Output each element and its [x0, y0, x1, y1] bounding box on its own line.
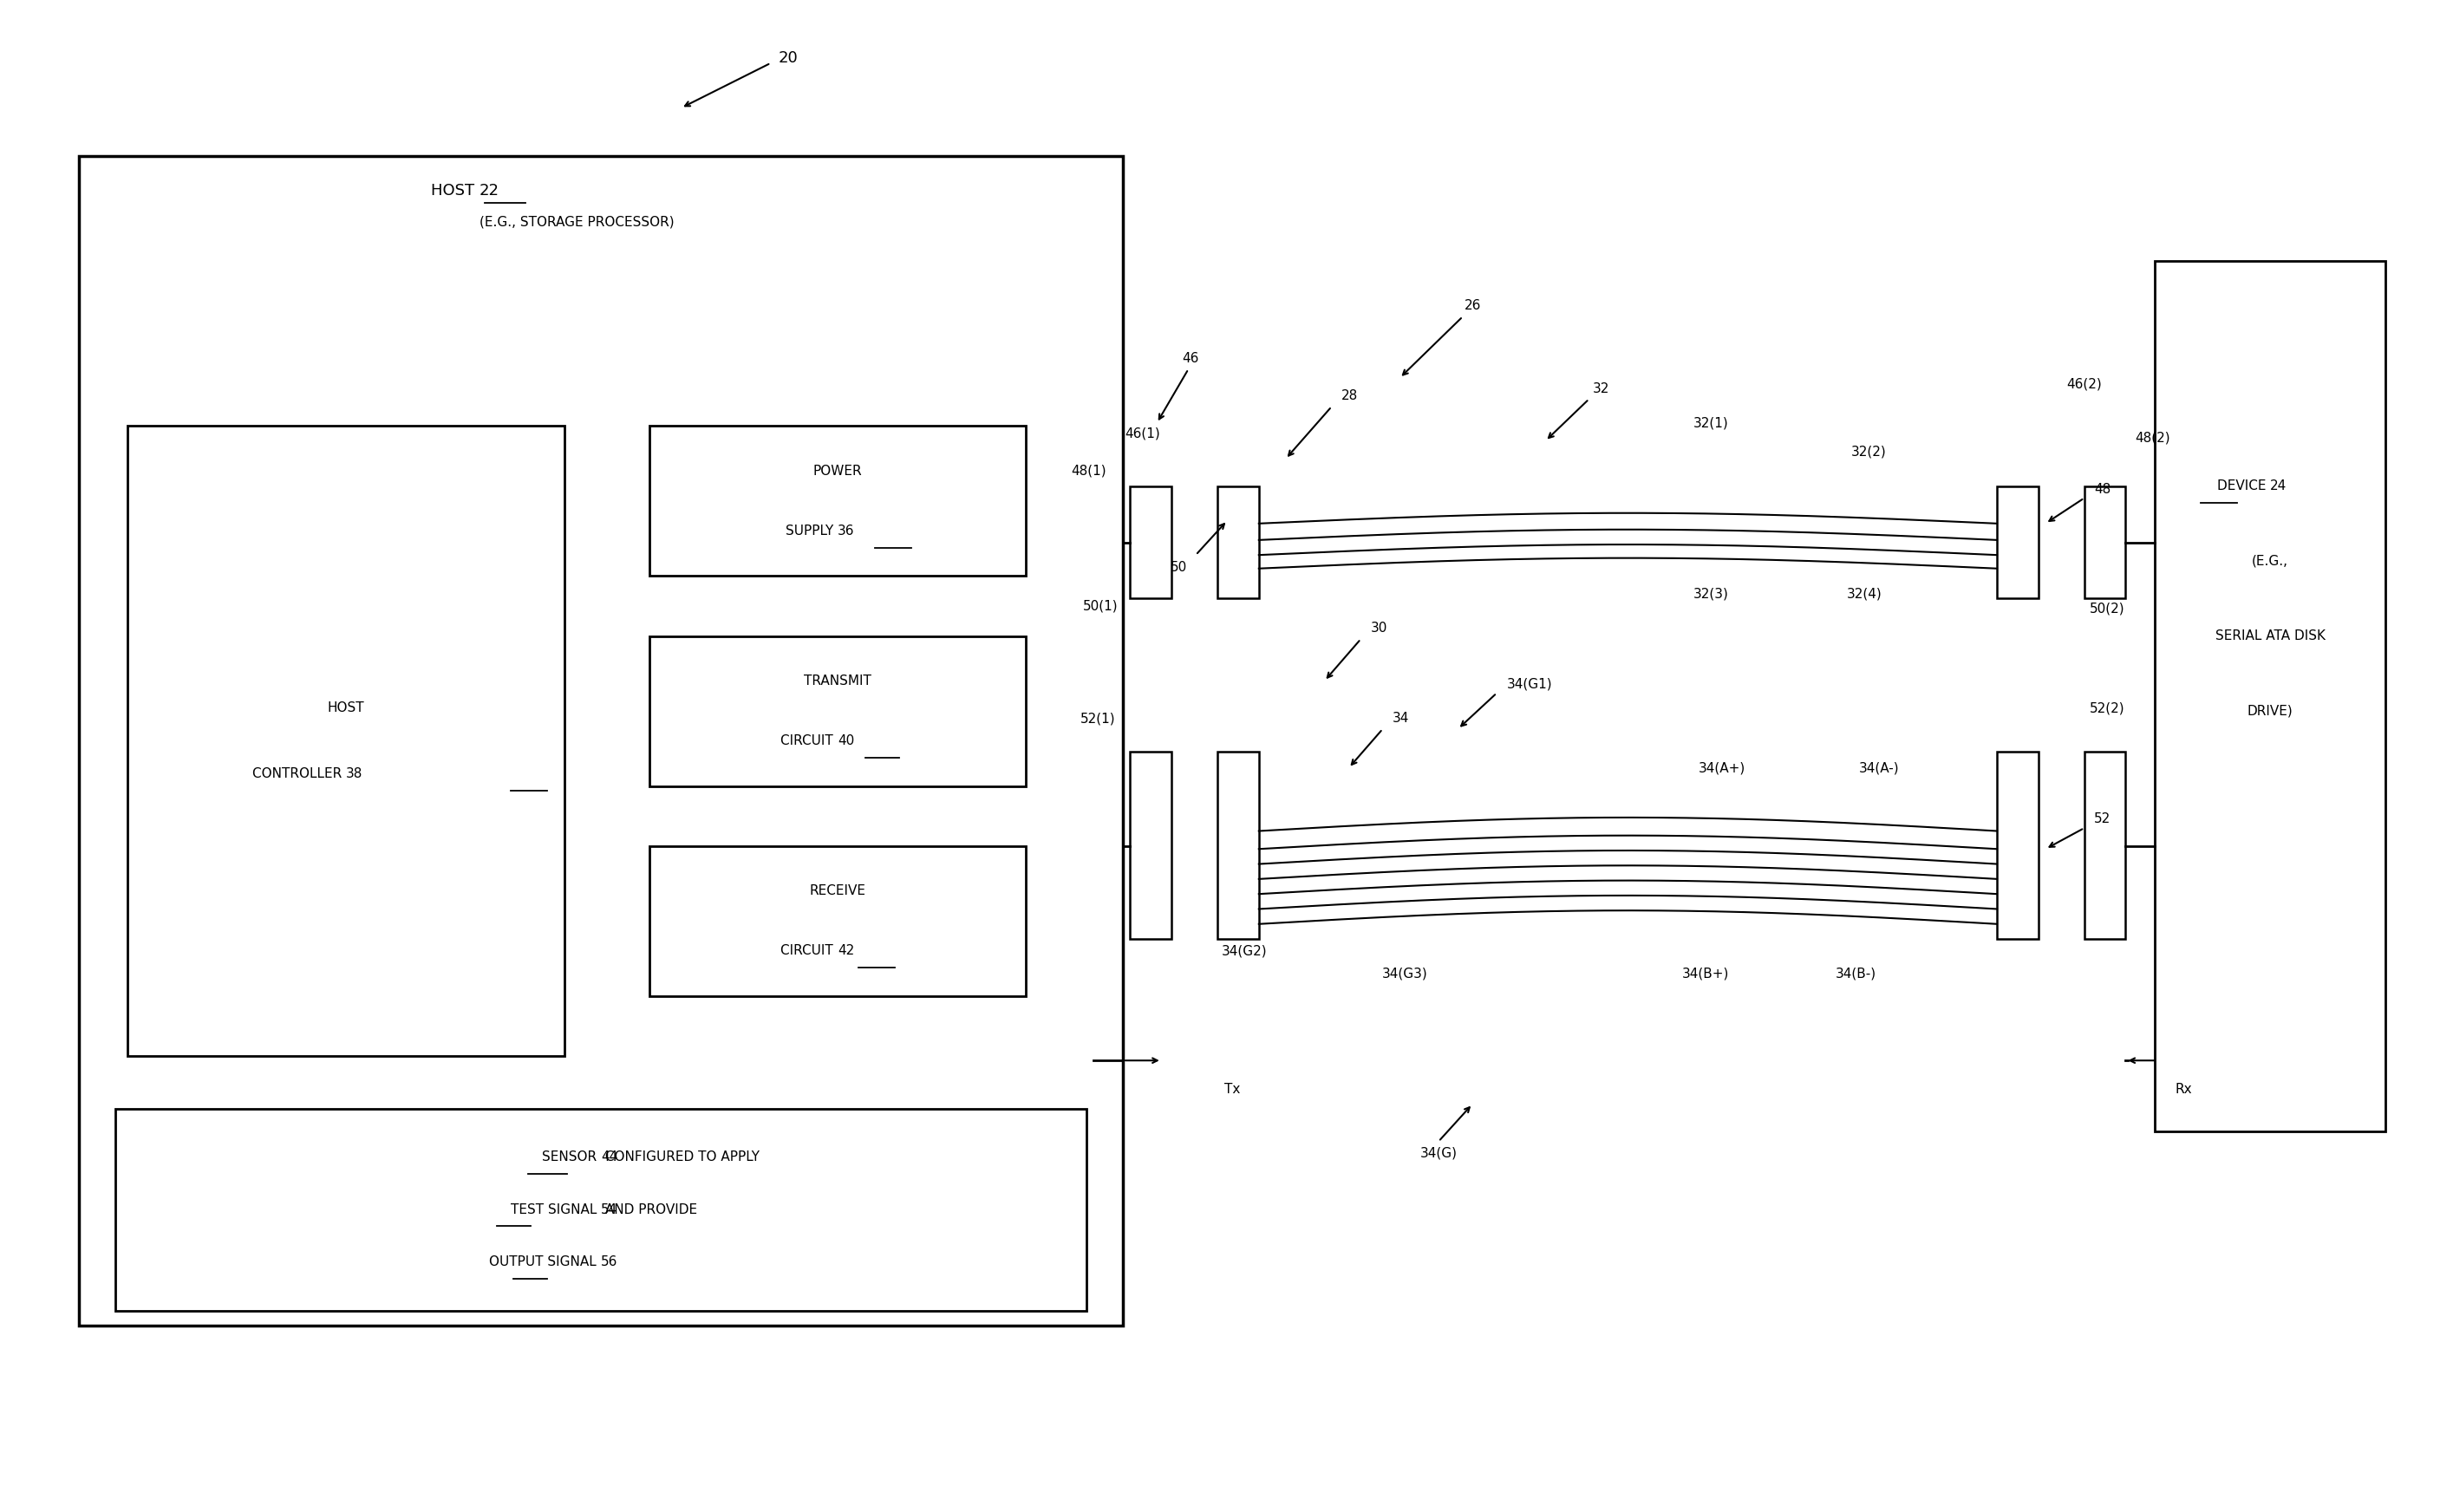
Bar	[2155, 262, 2386, 1131]
Text: 34(G2): 34(G2)	[1222, 945, 1266, 957]
Text: 20: 20	[778, 51, 798, 67]
Bar	[2084, 751, 2125, 939]
Text: 32(3): 32(3)	[1693, 588, 1730, 600]
Text: 52(1): 52(1)	[1081, 712, 1115, 724]
Text: 24: 24	[2269, 479, 2286, 493]
Text: 42: 42	[837, 945, 854, 957]
Bar	[1130, 751, 1171, 939]
Text: 26: 26	[1464, 299, 1481, 313]
Text: 34(B+): 34(B+)	[1681, 968, 1730, 980]
Text: 34(A-): 34(A-)	[1859, 762, 1898, 774]
Bar	[2084, 485, 2125, 599]
Text: 48(1): 48(1)	[1071, 464, 1105, 478]
Text: Rx: Rx	[2176, 1083, 2194, 1096]
Bar	[649, 426, 1025, 576]
Text: DRIVE): DRIVE)	[2247, 705, 2294, 718]
Text: Tx: Tx	[1225, 1083, 1240, 1096]
Text: 34: 34	[1393, 712, 1410, 724]
Text: 34(G3): 34(G3)	[1381, 968, 1427, 980]
Text: 48: 48	[2094, 482, 2111, 496]
Text: 50: 50	[1171, 561, 1188, 573]
Text: 34(B-): 34(B-)	[1835, 968, 1876, 980]
Text: DEVICE: DEVICE	[2218, 479, 2269, 493]
Bar	[1996, 485, 2037, 599]
Text: TEST SIGNAL: TEST SIGNAL	[510, 1204, 600, 1216]
Bar	[127, 426, 564, 1055]
Text: 40: 40	[837, 735, 854, 747]
Bar	[78, 156, 1122, 1326]
Text: 52(2): 52(2)	[2089, 702, 2125, 715]
Text: (E.G.,: (E.G.,	[2252, 555, 2289, 567]
Text: OUTPUT SIGNAL: OUTPUT SIGNAL	[490, 1256, 600, 1269]
Text: 30: 30	[1371, 621, 1388, 635]
Text: CIRCUIT: CIRCUIT	[781, 945, 837, 957]
Text: 34(G): 34(G)	[1420, 1148, 1457, 1160]
Text: CONTROLLER: CONTROLLER	[251, 768, 346, 780]
Text: TRANSMIT: TRANSMIT	[803, 674, 871, 688]
Text: 50(2): 50(2)	[2089, 602, 2125, 615]
Bar	[1218, 485, 1259, 599]
Text: 28: 28	[1342, 390, 1359, 402]
Text: SUPPLY: SUPPLY	[786, 525, 837, 537]
Text: 54: 54	[600, 1204, 617, 1216]
Text: 46(1): 46(1)	[1125, 426, 1159, 440]
Text: 52: 52	[2094, 812, 2111, 826]
Text: 32(2): 32(2)	[1852, 445, 1886, 458]
Text: POWER: POWER	[813, 464, 861, 478]
Bar	[1130, 485, 1171, 599]
Bar	[1218, 751, 1259, 939]
Text: SERIAL ATA DISK: SERIAL ATA DISK	[2216, 629, 2325, 643]
Text: 46: 46	[1183, 352, 1200, 364]
Text: HOST: HOST	[327, 702, 364, 715]
Text: 32: 32	[1593, 383, 1610, 395]
Bar	[649, 637, 1025, 786]
Text: HOST: HOST	[432, 183, 481, 198]
Text: SENSOR: SENSOR	[542, 1151, 600, 1164]
Text: CIRCUIT: CIRCUIT	[781, 735, 837, 747]
Text: 50(1): 50(1)	[1083, 599, 1118, 612]
Text: 48(2): 48(2)	[2135, 431, 2172, 445]
Text: 32(1): 32(1)	[1693, 416, 1730, 429]
Bar	[115, 1108, 1086, 1311]
Bar	[649, 847, 1025, 996]
Text: 46(2): 46(2)	[2067, 378, 2101, 390]
Text: 56: 56	[600, 1256, 617, 1269]
Text: 34(G1): 34(G1)	[1505, 677, 1552, 691]
Text: 44: 44	[600, 1151, 617, 1164]
Text: 22: 22	[481, 183, 500, 198]
Text: 38: 38	[346, 768, 364, 780]
Text: CONFIGURED TO APPLY: CONFIGURED TO APPLY	[600, 1151, 759, 1164]
Bar	[1996, 751, 2037, 939]
Text: 32(4): 32(4)	[1847, 588, 1881, 600]
Text: AND PROVIDE: AND PROVIDE	[600, 1204, 698, 1216]
Text: (E.G., STORAGE PROCESSOR): (E.G., STORAGE PROCESSOR)	[478, 216, 673, 228]
Text: RECEIVE: RECEIVE	[810, 885, 866, 898]
Text: 34(A+): 34(A+)	[1698, 762, 1745, 774]
Text: 36: 36	[837, 525, 854, 537]
